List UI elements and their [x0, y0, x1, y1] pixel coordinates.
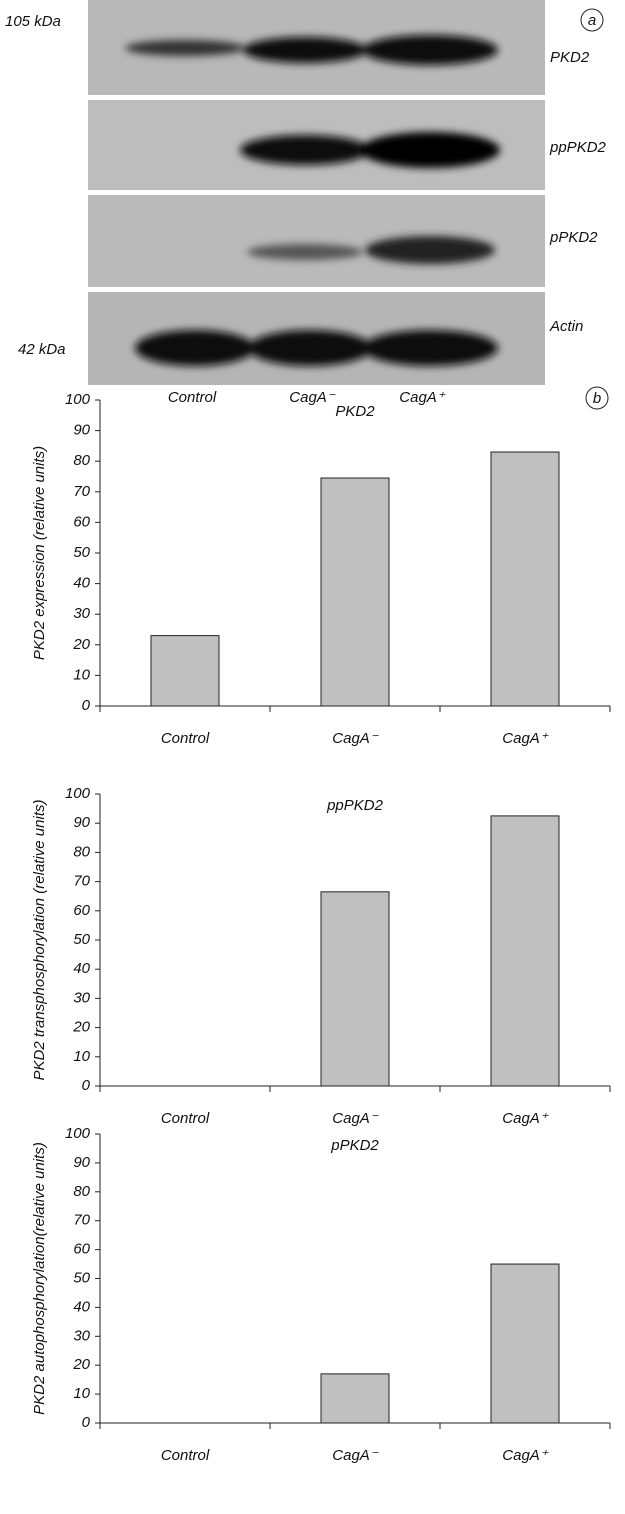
band-label: ppPKD2 — [549, 139, 607, 156]
y-tick-label: 30 — [73, 989, 90, 1006]
y-tick-label: 20 — [72, 636, 90, 653]
y-tick-label: 80 — [73, 843, 90, 860]
y-tick-label: 70 — [73, 873, 90, 890]
band — [135, 330, 255, 366]
x-tick-label: CagA⁺ — [502, 1110, 549, 1127]
y-tick-label: 90 — [73, 1154, 90, 1171]
y-tick-label: 70 — [73, 483, 90, 500]
y-tick-label: 60 — [73, 513, 90, 530]
band-label: pPKD2 — [549, 229, 598, 246]
y-tick-label: 60 — [73, 902, 90, 919]
marker-label: 42 kDa — [18, 341, 66, 358]
lane-label: CagA⁻ — [289, 389, 336, 406]
y-tick-label: 50 — [73, 931, 90, 948]
y-tick-label: 40 — [73, 575, 90, 592]
y-tick-label: 0 — [82, 697, 91, 714]
bar — [321, 478, 389, 706]
figure: 105 kDa 42 kDa PKD2 ppPKD2 pPKD2 Actin C… — [0, 0, 625, 1514]
panel-label: b — [593, 390, 601, 407]
chart-title: ppPKD2 — [326, 797, 384, 814]
band — [243, 37, 367, 63]
y-tick-label: 80 — [73, 452, 90, 469]
x-tick-label: CagA⁻ — [332, 1447, 379, 1464]
y-tick-label: 100 — [65, 391, 91, 408]
y-tick-label: 90 — [73, 814, 90, 831]
x-tick-label: Control — [161, 730, 210, 747]
y-tick-label: 30 — [73, 605, 90, 622]
y-tick-label: 0 — [82, 1077, 91, 1094]
y-tick-label: 0 — [82, 1414, 91, 1431]
y-axis-title: PKD2 autophosphorylation(relative units) — [31, 1142, 48, 1415]
band — [362, 330, 498, 366]
band — [240, 135, 370, 165]
bar — [491, 452, 559, 706]
y-tick-label: 100 — [65, 785, 91, 802]
x-tick-label: CagA⁺ — [502, 1447, 549, 1464]
y-tick-label: 50 — [73, 1269, 90, 1286]
marker-label: 105 kDa — [5, 13, 61, 30]
x-tick-label: Control — [161, 1447, 210, 1464]
panel-label: a — [588, 12, 596, 29]
band — [365, 236, 495, 264]
y-tick-label: 50 — [73, 544, 90, 561]
y-tick-label: 80 — [73, 1183, 90, 1200]
band — [248, 330, 372, 366]
y-tick-label: 90 — [73, 422, 90, 439]
y-tick-label: 30 — [73, 1327, 90, 1344]
lane-label: Control — [168, 389, 217, 406]
y-tick-label: 100 — [65, 1125, 91, 1142]
y-axis-title: PKD2 transphosphorylation (relative unit… — [31, 800, 48, 1081]
western-blot: 105 kDa 42 kDa PKD2 ppPKD2 pPKD2 Actin C… — [5, 0, 607, 406]
band — [125, 40, 245, 56]
chart-title: pPKD2 — [330, 1137, 379, 1154]
y-tick-label: 10 — [73, 1048, 90, 1065]
x-tick-label: CagA⁻ — [332, 1110, 379, 1127]
bar — [151, 636, 219, 706]
bar — [491, 1264, 559, 1423]
chart-title: PKD2 — [335, 403, 375, 420]
y-tick-label: 40 — [73, 1298, 90, 1315]
band — [362, 35, 498, 65]
band — [247, 244, 363, 260]
y-tick-label: 70 — [73, 1212, 90, 1229]
bar — [321, 892, 389, 1086]
y-tick-label: 60 — [73, 1241, 90, 1258]
band — [360, 132, 500, 168]
bar — [321, 1374, 389, 1423]
x-tick-label: Control — [161, 1110, 210, 1127]
y-tick-label: 40 — [73, 960, 90, 977]
band-label: Actin — [549, 318, 583, 335]
y-tick-label: 20 — [72, 1356, 90, 1373]
lane-label: CagA⁺ — [399, 389, 446, 406]
y-tick-label: 10 — [73, 1385, 90, 1402]
y-tick-label: 20 — [72, 1019, 90, 1036]
band-label: PKD2 — [550, 49, 590, 66]
x-tick-label: CagA⁺ — [502, 730, 549, 747]
x-tick-label: CagA⁻ — [332, 730, 379, 747]
y-tick-label: 10 — [73, 666, 90, 683]
bar — [491, 816, 559, 1086]
y-axis-title: PKD2 expression (relative units) — [31, 446, 48, 660]
